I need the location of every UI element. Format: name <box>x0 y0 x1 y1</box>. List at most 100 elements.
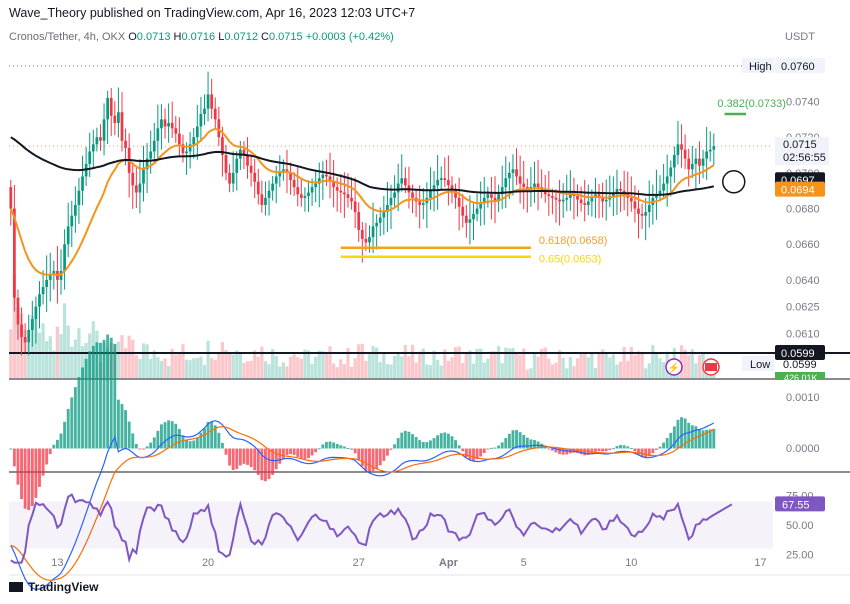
candle <box>386 204 389 213</box>
volume-bar <box>288 356 293 378</box>
volume-bar <box>525 369 529 378</box>
macd-histogram-bar <box>246 448 249 465</box>
candle <box>34 306 38 320</box>
macd-histogram-bar <box>113 344 117 449</box>
candle <box>655 194 658 198</box>
candle <box>604 199 608 202</box>
macd-histogram-bar <box>106 334 110 449</box>
volume-bar <box>400 356 404 378</box>
volume-bar <box>357 344 361 378</box>
macd-histogram-bar <box>393 444 397 449</box>
candle <box>504 178 508 188</box>
candle <box>525 187 529 189</box>
volume-bar <box>120 335 124 378</box>
candle <box>493 197 497 202</box>
volume-bar <box>271 348 275 378</box>
candle <box>81 176 84 191</box>
macd-histogram-bar <box>350 448 353 450</box>
candle <box>583 203 587 205</box>
candle <box>576 196 579 200</box>
macd-histogram-bar <box>507 433 511 449</box>
candle <box>511 169 515 173</box>
volume-bar <box>644 368 648 378</box>
candle <box>221 137 224 156</box>
macd-histogram-bar <box>701 430 705 449</box>
volume-bar <box>511 347 515 378</box>
high-label-bg <box>742 57 774 73</box>
candle <box>102 119 106 141</box>
publisher-line: Wave_Theory published on TradingView.com… <box>9 6 416 20</box>
macd-histogram-bar <box>658 446 662 449</box>
fib-65-label: 0.65(0.0653) <box>539 254 601 266</box>
macd-histogram-bar <box>70 397 74 449</box>
signal-line <box>10 426 715 581</box>
macd-tick-label: 0.0010 <box>786 392 820 404</box>
rsi-line <box>10 493 733 564</box>
macd-histogram-bar <box>55 439 59 449</box>
volume-bar <box>192 358 196 378</box>
volume-bar <box>156 357 160 378</box>
macd-histogram-bar <box>712 428 716 449</box>
volume-bar <box>256 356 260 378</box>
candle <box>317 178 321 184</box>
candle <box>712 146 716 150</box>
macd-histogram-bar <box>156 430 160 449</box>
close-value: 0.0715 <box>268 31 303 43</box>
candle <box>454 190 457 198</box>
macd-histogram-bar <box>228 448 232 466</box>
macd-histogram-bar <box>213 425 217 449</box>
macd-histogram-bar <box>321 444 325 449</box>
candle <box>615 188 619 193</box>
candle <box>91 144 95 152</box>
candle <box>565 197 569 200</box>
candle <box>314 183 318 188</box>
macd-histogram-bar <box>188 441 192 449</box>
volume-bar <box>267 364 271 378</box>
candle <box>310 187 314 193</box>
candle <box>38 294 41 307</box>
candle <box>23 336 27 343</box>
volume-bar <box>392 355 397 378</box>
candle <box>558 199 561 202</box>
volume-bar <box>593 367 598 378</box>
macd-histogram-bar <box>152 437 156 449</box>
candle <box>461 206 465 216</box>
candle <box>680 144 683 150</box>
volume-bar <box>626 360 630 378</box>
macd-histogram-bar <box>131 433 135 449</box>
volume-bar <box>371 346 375 378</box>
candle <box>271 183 274 191</box>
candle <box>457 197 461 207</box>
macd-histogram-bar <box>497 445 501 449</box>
macd-histogram-bar <box>63 421 67 449</box>
candle <box>343 192 346 195</box>
candle <box>683 149 687 159</box>
candle <box>353 201 357 213</box>
macd-histogram-bar <box>285 448 289 456</box>
tradingview-logo-icon <box>9 582 23 592</box>
macd-histogram-bar <box>9 448 13 450</box>
volume-bar <box>260 346 264 378</box>
candle <box>113 115 117 123</box>
volume-bar <box>654 352 659 378</box>
volume-bar <box>285 366 289 378</box>
symbol-name[interactable]: Cronos/Tether, 4h, OKX <box>9 31 126 43</box>
candle <box>518 176 522 184</box>
candle <box>508 172 511 179</box>
volume-bar <box>263 361 268 378</box>
low-label-bg <box>742 356 774 371</box>
volume-bar <box>385 364 390 378</box>
macd-histogram-bar <box>479 448 483 457</box>
macd-histogram-bar <box>289 448 293 455</box>
candle <box>378 217 382 223</box>
volume-bar <box>579 352 583 378</box>
macd-histogram-bar <box>267 448 271 480</box>
x-tick-label: 27 <box>353 557 365 569</box>
candle <box>246 155 249 166</box>
volume-bar <box>163 358 167 378</box>
candle <box>482 197 486 204</box>
high-value-label: 0.0760 <box>781 61 815 73</box>
macd-histogram-bar <box>400 432 404 449</box>
y-tick-label: 0.0610 <box>786 328 820 340</box>
